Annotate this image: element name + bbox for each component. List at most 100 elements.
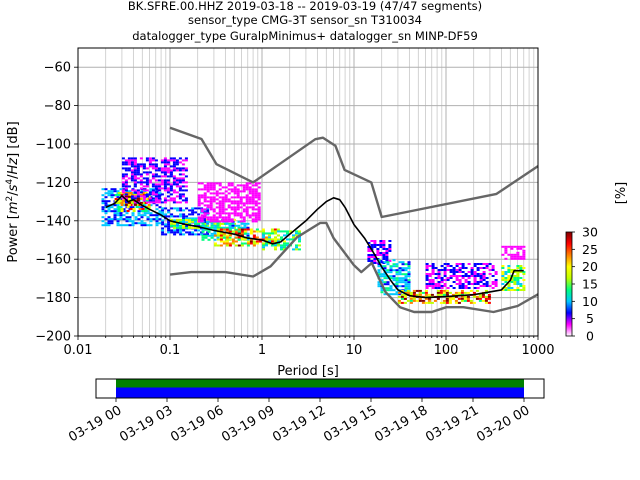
density-cell xyxy=(428,265,432,267)
density-cell xyxy=(254,194,258,197)
density-cell xyxy=(160,159,164,162)
density-cell xyxy=(234,240,238,243)
density-cell xyxy=(454,301,458,304)
density-cell xyxy=(160,169,164,172)
density-cell xyxy=(494,279,498,281)
density-cell xyxy=(218,188,222,191)
density-cell xyxy=(242,218,246,221)
density-cell xyxy=(255,240,259,243)
density-cell xyxy=(154,173,158,176)
density-cell xyxy=(221,206,225,209)
density-cell xyxy=(172,191,176,194)
density-cell xyxy=(409,295,413,298)
density-cell xyxy=(286,232,289,235)
density-cell xyxy=(239,206,243,209)
density-cell xyxy=(228,244,232,247)
density-cell xyxy=(161,223,165,226)
density-cell xyxy=(466,299,470,302)
density-cell xyxy=(443,263,447,265)
density-cell xyxy=(409,293,413,296)
density-cell xyxy=(412,299,416,302)
density-cell xyxy=(154,179,158,182)
colorbar-tick-label: 20 xyxy=(582,259,598,274)
density-cell xyxy=(228,234,232,237)
density-cell xyxy=(516,255,520,258)
density-cell xyxy=(406,289,410,292)
density-cell xyxy=(373,258,377,260)
density-cell xyxy=(169,171,173,174)
density-cell xyxy=(191,226,194,229)
density-cell xyxy=(142,181,146,184)
density-cell xyxy=(298,230,301,233)
density-cell xyxy=(149,214,153,217)
density-cell xyxy=(179,233,183,236)
density-cell xyxy=(385,252,389,254)
density-cell xyxy=(404,285,408,288)
density-cell xyxy=(436,297,440,300)
density-cell xyxy=(257,210,261,213)
density-cell xyxy=(137,212,141,215)
density-cell xyxy=(134,222,138,225)
density-cell xyxy=(392,289,396,292)
density-cell xyxy=(131,222,135,225)
density-cell xyxy=(230,200,234,203)
density-cell xyxy=(510,281,514,283)
density-cell xyxy=(133,161,137,164)
density-cell xyxy=(380,273,384,276)
density-cell xyxy=(148,157,152,160)
density-cell xyxy=(227,188,231,191)
density-cell xyxy=(367,242,371,244)
density-cell xyxy=(469,299,473,302)
density-cell xyxy=(228,230,232,233)
density-cell xyxy=(383,277,387,280)
density-cell xyxy=(116,222,120,225)
density-cell xyxy=(173,224,176,227)
density-cell xyxy=(130,197,134,200)
x-tick-label: 0.01 xyxy=(64,343,93,358)
density-cell xyxy=(216,236,220,239)
density-cell xyxy=(233,218,236,221)
density-cell xyxy=(233,192,237,195)
density-cell xyxy=(513,255,517,258)
density-cell xyxy=(127,197,131,200)
density-cell xyxy=(184,199,188,202)
density-cell xyxy=(197,182,201,185)
density-cell xyxy=(251,190,255,193)
density-cell xyxy=(401,277,405,280)
density-cell xyxy=(175,181,179,184)
density-cell xyxy=(130,171,134,174)
density-cell xyxy=(212,218,216,221)
density-cell xyxy=(130,161,134,164)
density-cell xyxy=(166,195,170,198)
density-cell xyxy=(431,271,435,273)
density-cell xyxy=(175,195,179,198)
x-axis-label: Period [s] xyxy=(277,364,339,379)
density-cell xyxy=(491,267,495,269)
density-cell xyxy=(210,224,214,227)
density-cell xyxy=(252,236,256,239)
density-cell xyxy=(139,193,143,196)
density-cell xyxy=(233,202,237,205)
density-cell xyxy=(139,201,143,204)
density-cell xyxy=(209,218,213,221)
density-cell xyxy=(216,238,220,241)
density-cell xyxy=(149,224,153,227)
density-cell xyxy=(454,291,458,294)
density-cell xyxy=(215,220,219,223)
density-cell xyxy=(172,167,176,170)
density-cell xyxy=(134,218,138,221)
density-cell xyxy=(210,232,214,235)
density-cell xyxy=(120,208,124,210)
density-cell xyxy=(173,222,176,225)
density-cell xyxy=(178,185,182,188)
density-cell xyxy=(248,182,252,185)
density-cell xyxy=(392,279,396,282)
density-cell xyxy=(104,192,108,195)
density-cell xyxy=(101,198,105,201)
density-cell xyxy=(148,201,152,204)
density-cell xyxy=(510,247,514,250)
density-cell xyxy=(425,265,429,267)
density-cell xyxy=(181,169,185,172)
density-cell xyxy=(240,222,244,225)
density-cell xyxy=(222,242,226,245)
